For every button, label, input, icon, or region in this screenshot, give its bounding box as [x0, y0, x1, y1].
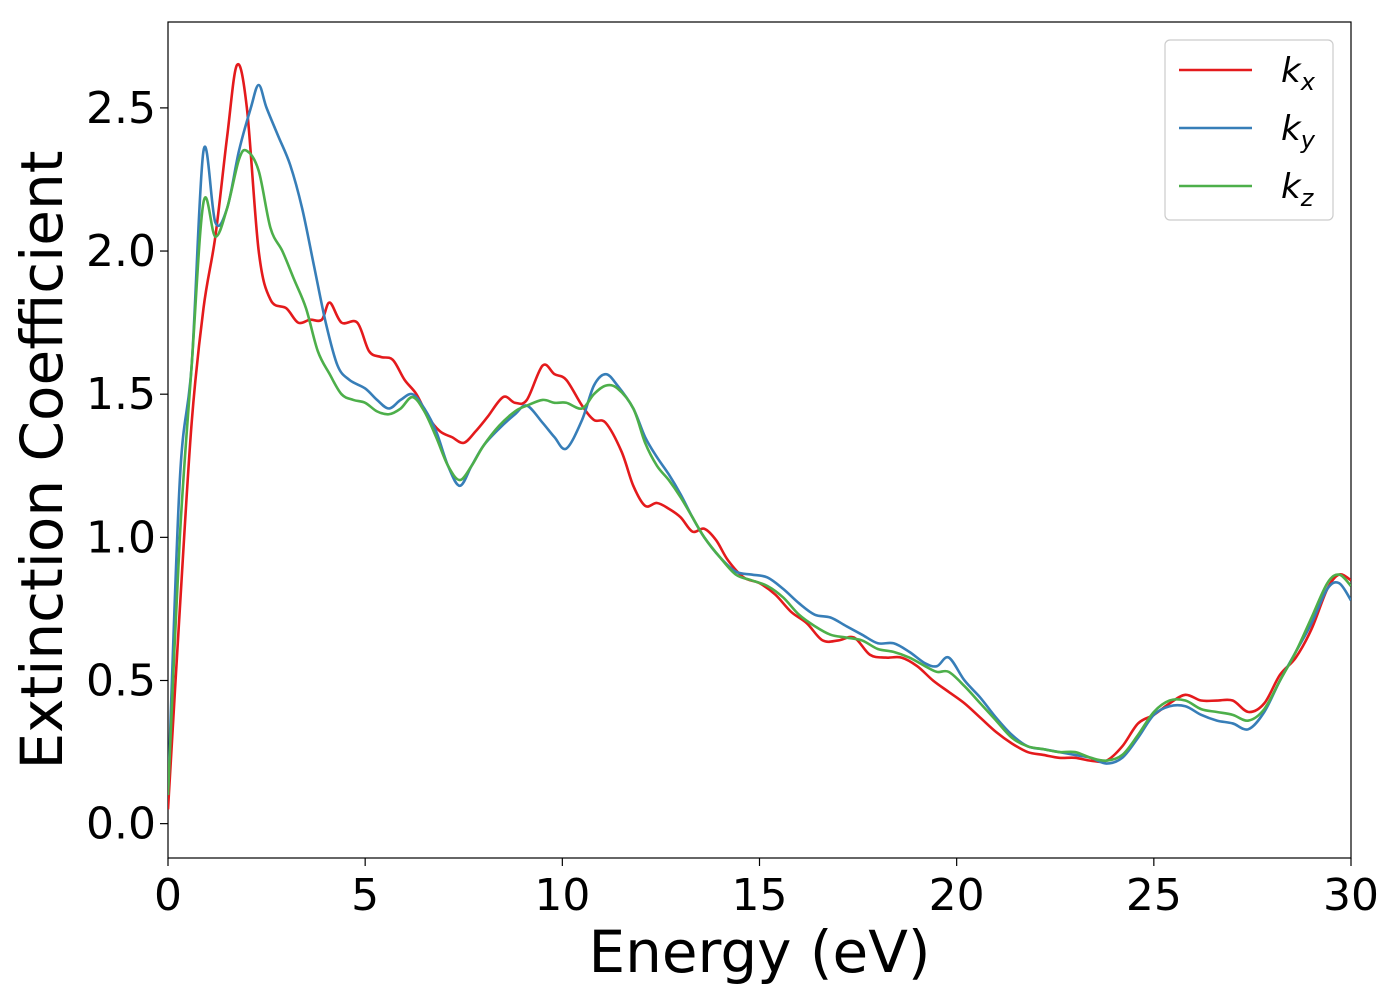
y-axis-label: Extinction Coefficient: [8, 151, 76, 770]
y-tick-label: 0.5: [86, 655, 156, 706]
legend-label-ky: ky: [1281, 109, 1316, 154]
x-tick-label: 25: [1126, 870, 1182, 921]
x-tick-label: 10: [534, 870, 590, 921]
series-layer: [168, 62, 1351, 810]
legend-label-kz: kz: [1281, 167, 1315, 212]
legend-box: [1164, 39, 1334, 221]
x-axis-label: Energy (eV): [588, 918, 930, 986]
y-axis-ticks: 0.0 0.5 1.0 1.5 2.0 2.5: [86, 83, 168, 850]
y-tick-label: 2.0: [86, 226, 156, 277]
x-tick-label: 20: [929, 870, 985, 921]
x-tick-label: 15: [732, 870, 788, 921]
y-tick-label: 2.5: [86, 83, 156, 134]
plot-area: 0 5 10 15 20 25 30 0.0 0.5 1.0 1.5 2.0 2.5: [86, 21, 1379, 921]
x-tick-label: 5: [351, 870, 379, 921]
series-line-kx: [168, 62, 1351, 810]
y-tick-label: 1.5: [86, 369, 156, 420]
series-line-kz: [168, 148, 1351, 796]
series-line-ky: [168, 83, 1351, 796]
x-tick-label: 0: [154, 870, 182, 921]
x-axis-ticks: 0 5 10 15 20 25 30: [154, 858, 1379, 921]
y-tick-label: 1.0: [86, 512, 156, 563]
legend-label-kx: kx: [1281, 51, 1316, 96]
y-tick-label: 0.0: [86, 799, 156, 850]
x-tick-label: 30: [1323, 870, 1379, 921]
legend: kx ky kz: [1164, 39, 1334, 221]
